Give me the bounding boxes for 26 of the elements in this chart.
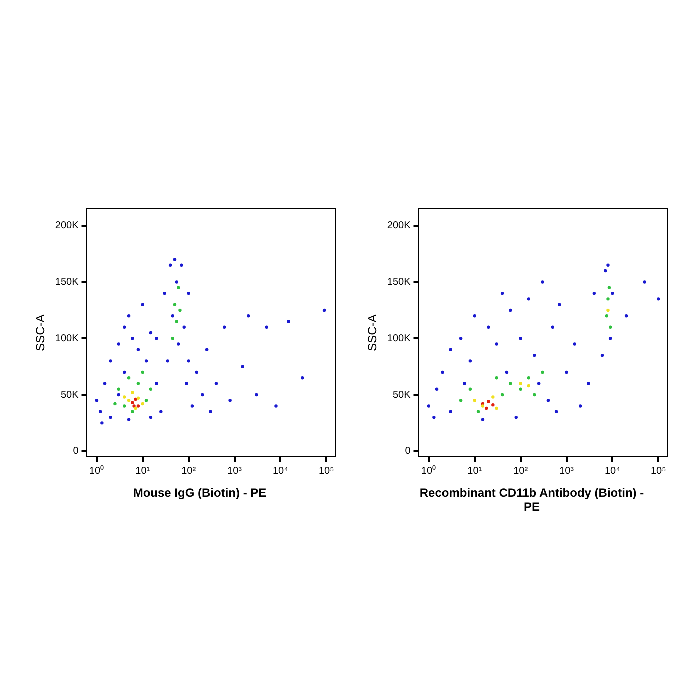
y-tick-label: 0 — [405, 446, 412, 458]
y-tick-label: 150K — [55, 277, 80, 288]
x-axis-title: Recombinant CD11b Antibody (Biotin) - PE — [418, 486, 646, 514]
x-tick-label: 10³ — [560, 466, 575, 477]
x-tick-label: 10¹ — [136, 466, 151, 477]
y-tick-label: 150K — [387, 277, 412, 288]
y-axis-title: SSC-A — [366, 314, 380, 352]
x-tick-label: 10⁴ — [604, 466, 620, 477]
x-tick-label: 10³ — [228, 466, 243, 477]
y-tick-label: 200K — [387, 220, 412, 232]
x-tick-label: 10⁰ — [89, 464, 105, 477]
y-axis-title: SSC-A — [34, 314, 48, 352]
y-tick-label: 50K — [392, 390, 412, 401]
x-tick-label: 10² — [182, 466, 197, 477]
y-tick-label: 200K — [55, 220, 80, 232]
y-tick-label: 50K — [60, 390, 80, 401]
x-tick-label: 10⁵ — [318, 466, 334, 477]
x-tick-label: 10⁰ — [421, 464, 437, 477]
x-tick-label: 10⁴ — [272, 466, 288, 477]
y-tick-label: 100K — [387, 333, 412, 344]
x-tick-label: 10¹ — [468, 466, 483, 477]
x-axis-title: Mouse IgG (Biotin) - PE — [132, 486, 268, 500]
y-tick-label: 100K — [55, 333, 80, 344]
x-tick-label: 10² — [514, 466, 529, 477]
y-tick-label: 0 — [73, 446, 80, 458]
x-tick-label: 10⁵ — [650, 466, 666, 477]
